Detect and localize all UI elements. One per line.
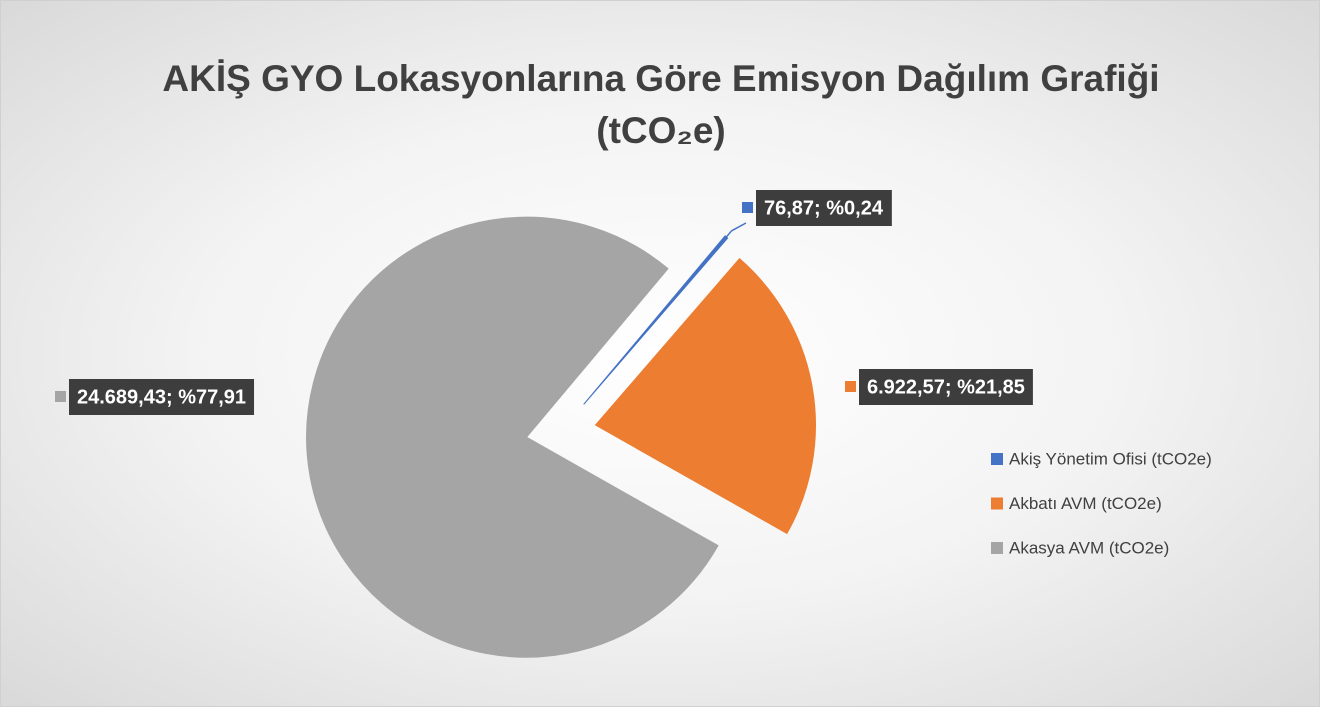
data-label: 24.689,43; %77,91	[77, 386, 246, 408]
legend-key	[991, 542, 1003, 554]
legend-label: Akbatı AVM (tCO2e)	[1009, 494, 1162, 513]
legend-label: Akiş Yönetim Ofisi (tCO2e)	[1009, 449, 1212, 468]
pie-slice	[594, 257, 816, 535]
label-key	[742, 202, 753, 213]
pie-slice	[306, 216, 719, 658]
label-key	[845, 381, 856, 392]
data-label: 6.922,57; %21,85	[867, 376, 1025, 398]
chart-title: AKİŞ GYO Lokasyonlarına Göre Emisyon Dağ…	[162, 58, 1160, 151]
leader-line	[731, 222, 747, 232]
legend-key	[991, 497, 1003, 510]
label-box	[859, 369, 1033, 405]
leader-line	[704, 230, 733, 263]
legend-key	[991, 453, 1003, 465]
data-label: 76,87; %0,24	[764, 197, 884, 219]
label-key	[55, 391, 66, 402]
label-box	[69, 379, 255, 415]
legend-label: Akasya AVM (tCO2e)	[1009, 538, 1169, 557]
label-box	[756, 190, 892, 226]
